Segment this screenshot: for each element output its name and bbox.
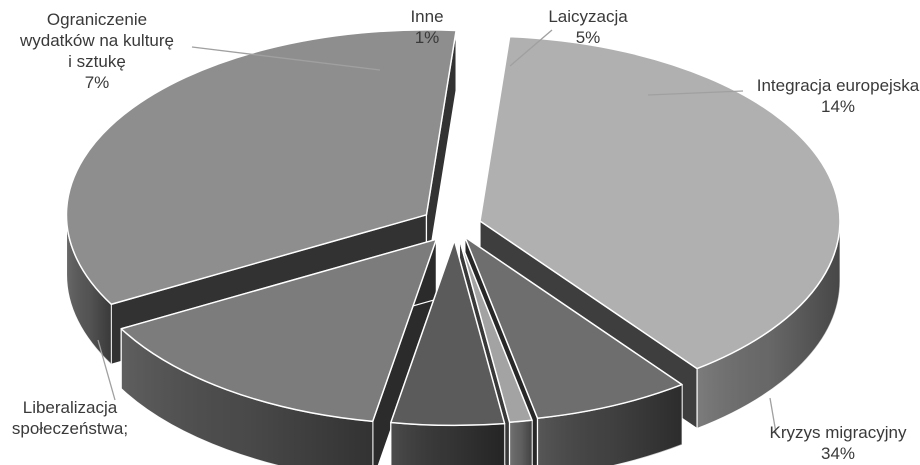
- data-label-2: Kryzys migracyjny 34%: [770, 423, 907, 463]
- leader-line-1: [647, 90, 744, 96]
- data-label-line-0-0: Laicyzacja: [548, 7, 628, 26]
- pie-slice-2: [65, 29, 457, 306]
- pie-slice-side-shade-0-0: [390, 422, 505, 465]
- pie-slice-0: [390, 239, 506, 427]
- data-label-line-1-1: 14%: [821, 97, 855, 116]
- data-label-line-5-1: 1%: [415, 28, 440, 47]
- leader-line-4: [191, 46, 381, 71]
- data-label-5: Inne 1%: [410, 7, 443, 47]
- data-label-line-4-1: wydatków na kulturę: [19, 31, 174, 50]
- data-label-line-1-0: Integracja europejska: [757, 76, 920, 95]
- data-label-line-5-0: Inne: [410, 7, 443, 26]
- data-label-1: Integracja europejska 14%: [757, 76, 920, 116]
- pie-data-labels: Laicyzacja 5% Integracja europejska 14% Kryz…: [12, 7, 920, 463]
- data-label-line-3-0: Liberalizacja: [23, 398, 118, 417]
- data-label-line-0-1: 5%: [576, 28, 601, 47]
- leader-line-2: [769, 397, 777, 434]
- data-label-line-2-1: 34%: [821, 444, 855, 463]
- pie-slice-side-shade-5-0: [509, 420, 533, 465]
- data-label-line-4-3: 7%: [85, 73, 110, 92]
- pie-slice-side-shade-4-0: [537, 384, 683, 465]
- data-label-4: Ograniczenie wydatków na kulturę i sztukę 7…: [19, 10, 174, 92]
- leader-line-3: [97, 339, 116, 401]
- data-label-line-2-0: Kryzys migracyjny: [770, 423, 907, 442]
- pie-slice-side-shade-2-0: [66, 214, 112, 365]
- pie-slice-1: [120, 238, 438, 423]
- pie-leader-lines: [97, 29, 777, 434]
- pie-slice-tops: [65, 29, 841, 427]
- data-label-line-3-1: społeczeństwa;: [12, 419, 128, 438]
- pie-slice-5: [458, 238, 533, 424]
- pie-slice-side-shade-3-0: [697, 221, 840, 429]
- pie-slice-4: [464, 236, 683, 419]
- data-label-3: Liberalizacja społeczeństwa;: [12, 398, 128, 438]
- pie-slice-3: [479, 35, 841, 370]
- data-label-line-4-0: Ograniczenie: [47, 10, 147, 29]
- data-label-line-4-2: i sztukę: [68, 52, 126, 71]
- data-label-0: Laicyzacja 5%: [548, 7, 628, 47]
- leader-line-0: [509, 29, 553, 67]
